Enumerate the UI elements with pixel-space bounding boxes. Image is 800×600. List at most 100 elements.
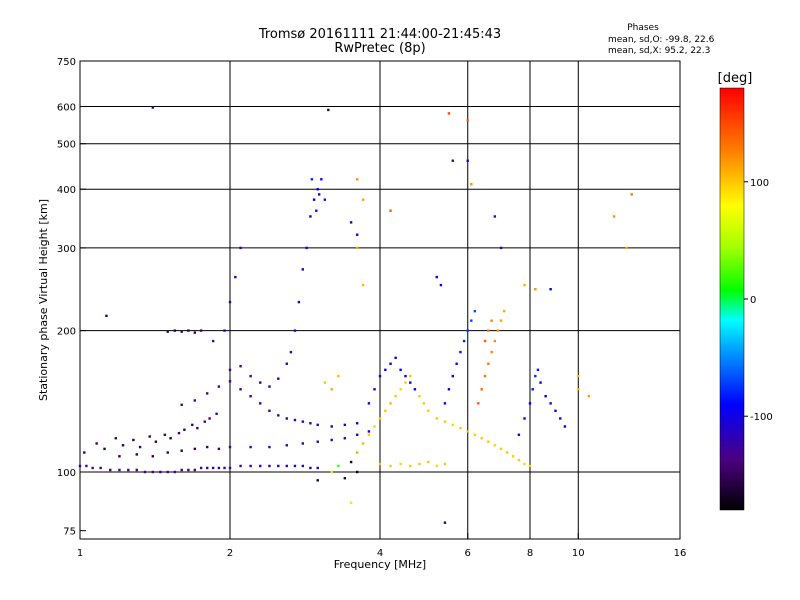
data-point — [373, 388, 376, 391]
data-point — [180, 403, 183, 407]
data-point — [523, 417, 526, 420]
x-tick-label: 6 — [465, 548, 471, 559]
data-point — [169, 437, 172, 440]
data-point — [470, 182, 473, 186]
data-point — [378, 374, 382, 378]
data-point — [487, 329, 490, 332]
data-point — [159, 470, 162, 474]
data-point — [367, 430, 371, 433]
data-point — [323, 381, 327, 384]
data-point — [249, 395, 252, 398]
data-point — [399, 388, 402, 391]
data-point — [315, 209, 318, 212]
data-point — [451, 374, 455, 378]
data-point — [316, 188, 319, 191]
data-point — [205, 392, 209, 395]
data-point — [427, 409, 430, 412]
x-tick-label: 2 — [227, 548, 233, 559]
data-point — [355, 233, 359, 236]
data-point — [435, 275, 438, 279]
data-point — [259, 464, 262, 468]
data-point — [473, 309, 477, 313]
data-point — [389, 464, 392, 468]
data-point — [355, 246, 359, 250]
data-point — [587, 395, 591, 398]
data-point — [285, 362, 288, 365]
data-point — [91, 466, 94, 470]
data-point — [523, 283, 526, 287]
data-point — [95, 442, 98, 445]
data-point — [384, 409, 387, 412]
data-point — [531, 388, 534, 391]
data-point — [384, 368, 387, 372]
data-point — [466, 119, 469, 122]
colorbar-gradient — [719, 87, 745, 511]
data-point — [208, 417, 211, 420]
stats-title: Phases — [627, 23, 659, 33]
data-point — [305, 246, 308, 250]
data-point — [193, 399, 197, 402]
data-point — [239, 246, 242, 250]
data-point — [327, 108, 330, 112]
data-point — [435, 417, 438, 420]
x-tick-label: 1 — [77, 548, 83, 559]
data-point — [205, 445, 209, 449]
data-point — [355, 178, 359, 181]
data-point — [166, 451, 169, 454]
data-point — [109, 468, 112, 472]
stats-x: mean, sd,X: 95.2, 22.3 — [608, 46, 710, 56]
data-point — [435, 464, 438, 468]
data-point — [316, 466, 319, 470]
data-point — [443, 420, 447, 423]
data-point — [312, 198, 316, 201]
x-tick-label: 4 — [377, 548, 383, 559]
data-point — [466, 329, 469, 332]
data-point — [480, 437, 483, 440]
data-point — [470, 319, 473, 322]
data-point — [577, 374, 580, 378]
data-point — [361, 283, 365, 287]
data-point — [536, 368, 540, 372]
data-point — [85, 464, 88, 468]
data-point — [473, 433, 477, 437]
data-point — [309, 466, 312, 470]
data-point — [496, 329, 500, 332]
data-point — [409, 464, 412, 468]
data-point — [549, 402, 552, 405]
x-tick-label: 16 — [674, 548, 687, 559]
data-point — [268, 385, 271, 388]
data-point — [180, 468, 183, 472]
y-tick-label: 750 — [57, 57, 76, 68]
data-point — [355, 422, 359, 425]
data-point — [330, 438, 333, 442]
data-point — [539, 381, 542, 384]
data-point — [151, 470, 155, 474]
data-point — [355, 470, 359, 474]
data-point — [193, 447, 197, 451]
colorbar-tick-label: 100 — [750, 178, 769, 189]
data-point — [249, 464, 252, 468]
y-axis-label: Stationary phase Virtual Height [km] — [37, 199, 50, 401]
data-point — [259, 381, 262, 384]
data-point — [549, 288, 552, 291]
data-point — [355, 451, 359, 454]
data-point — [83, 451, 86, 454]
data-point — [343, 437, 347, 440]
data-point — [447, 388, 451, 391]
x-tick-label: 8 — [527, 548, 533, 559]
data-point — [394, 395, 397, 398]
data-point — [499, 319, 503, 322]
data-point — [78, 464, 82, 468]
data-point — [502, 309, 506, 313]
data-point — [563, 425, 567, 428]
data-point — [293, 329, 297, 332]
plot-area: 1 2 4 6 8 10 16 75 100 200 300 400 500 600 750 — [57, 57, 686, 559]
data-point — [612, 215, 616, 218]
grid — [80, 61, 680, 539]
data-point — [211, 339, 215, 343]
data-point — [180, 330, 183, 333]
data-point — [528, 402, 532, 405]
data-point — [268, 409, 271, 412]
data-point — [409, 381, 412, 384]
y-tick-label: 400 — [57, 185, 76, 196]
